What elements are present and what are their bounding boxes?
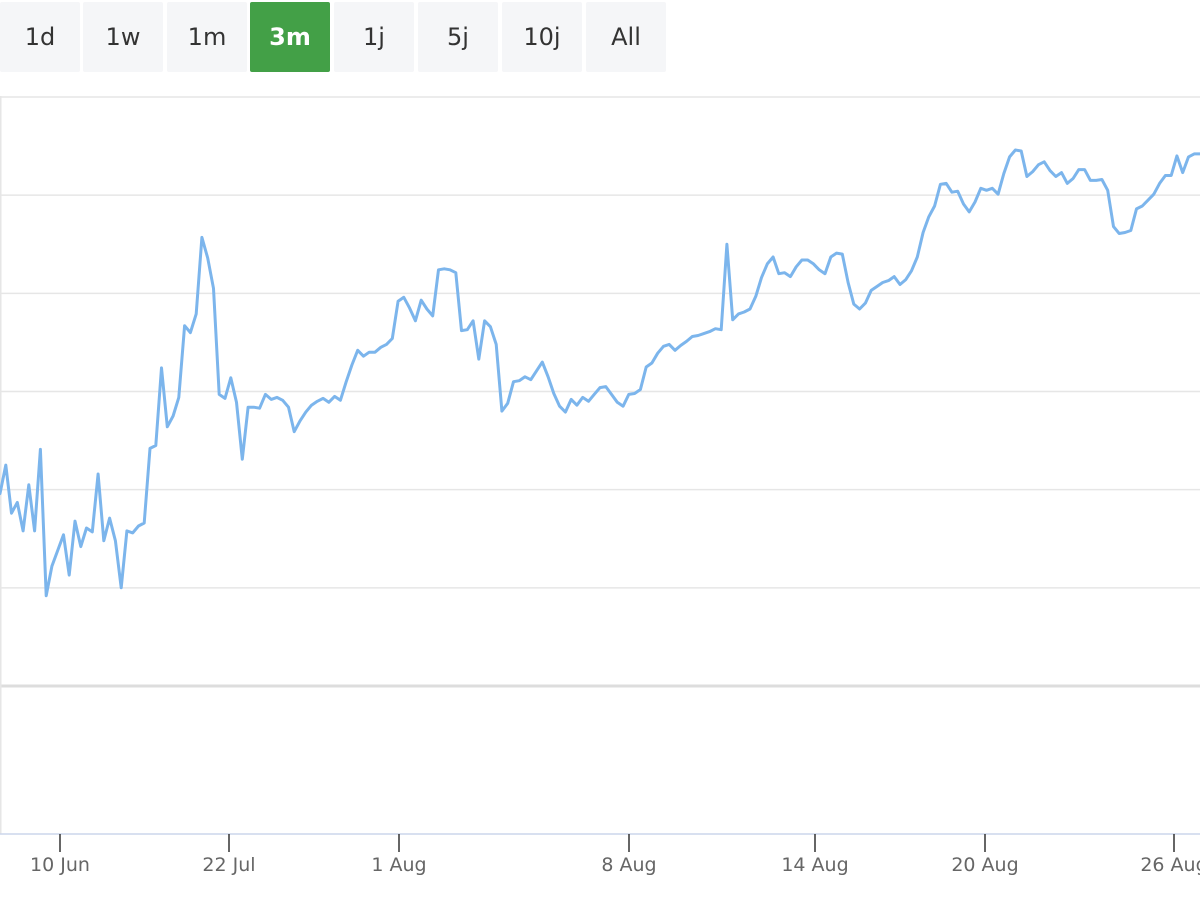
gridlines <box>0 96 1200 589</box>
x-tick-label: 20 Aug <box>951 854 1018 876</box>
x-tick-label: 14 Aug <box>781 854 848 876</box>
range-button-10j[interactable]: 10j <box>502 2 582 72</box>
range-button-1j[interactable]: 1j <box>334 2 414 72</box>
range-button-5j[interactable]: 5j <box>418 2 498 72</box>
x-tick-label: 26 Aug <box>1140 854 1200 876</box>
range-button-all[interactable]: All <box>586 2 666 72</box>
x-axis: 10 Jun 22 Jul 1 Aug 8 Aug 14 Aug 20 Aug … <box>30 834 1200 876</box>
x-tick-label: 1 Aug <box>371 854 426 876</box>
x-tick-label: 8 Aug <box>601 854 656 876</box>
range-button-1m[interactable]: 1m <box>167 2 247 72</box>
range-button-1d[interactable]: 1d <box>0 2 80 72</box>
series-line[interactable] <box>0 148 1200 598</box>
range-button-1w[interactable]: 1w <box>83 2 163 72</box>
series-group <box>0 148 1200 598</box>
x-tick-label: 10 Jun <box>30 854 90 876</box>
plot-left-border <box>0 96 2 834</box>
range-button-3m[interactable]: 3m <box>250 2 330 72</box>
x-tick-label: 22 Jul <box>202 854 255 876</box>
